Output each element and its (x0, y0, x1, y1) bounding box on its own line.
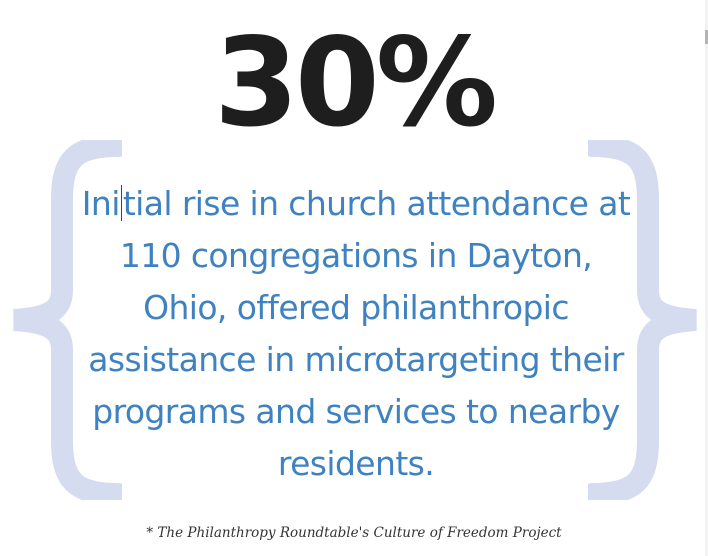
right-brace-icon (588, 140, 697, 500)
vertical-scrollbar[interactable] (705, 0, 708, 556)
stat-value: 30% (213, 12, 498, 154)
quote-text-start: Ini (81, 184, 121, 223)
left-brace-icon (13, 140, 122, 500)
source-attribution: * The Philanthropy Roundtable's Culture … (146, 525, 562, 541)
quote-text[interactable]: Initial rise in church attendance at 110… (78, 178, 634, 490)
text-cursor (120, 185, 122, 221)
scrollbar-thumb[interactable] (705, 30, 708, 44)
quote-text-rest: tial rise in church attendance at 110 co… (88, 184, 631, 483)
